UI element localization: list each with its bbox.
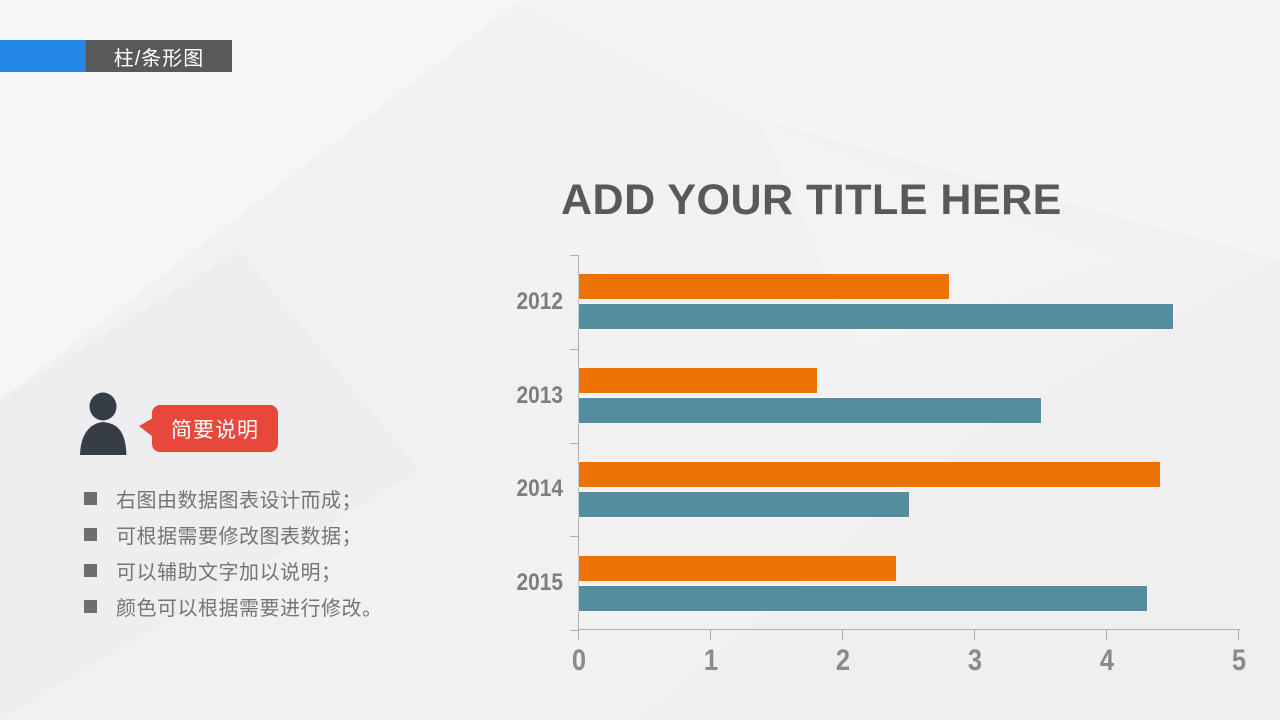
bar-orange-series-2013	[579, 368, 817, 393]
bar-orange-series-2014	[579, 462, 1160, 487]
callout-label: 简要说明	[171, 418, 259, 442]
x-axis-tick	[974, 629, 975, 640]
note-bullet-icon	[84, 563, 97, 577]
y-axis-tick	[570, 630, 578, 631]
bar-teal-series-2015	[579, 586, 1147, 611]
x-axis-tick-label: 0	[571, 644, 587, 677]
notes-list: 右图由数据图表设计而成； 可根据需要修改图表数据； 可以辅助文字加以说明； 颜色可以根…	[84, 480, 383, 624]
y-axis-tick	[570, 443, 578, 444]
note-item-4: 颜色可以根据需要进行修改。	[84, 588, 383, 624]
header-tag: 柱/条形图	[86, 40, 232, 72]
x-axis-tick-label: 1	[703, 644, 719, 677]
callout-bubble: 简要说明	[139, 405, 278, 452]
note-text: 可根据需要修改图表数据；	[116, 525, 362, 548]
header-accent-bar	[0, 40, 86, 72]
x-axis-line	[578, 629, 1240, 630]
bar-orange-series-2012	[579, 274, 949, 299]
x-axis-tick-label: 2	[835, 644, 851, 677]
note-text: 右图由数据图表设计而成；	[116, 489, 362, 512]
callout-tail	[139, 418, 153, 437]
x-axis-tick	[578, 629, 579, 640]
note-text: 可以辅助文字加以说明；	[116, 561, 342, 584]
note-item-2: 可根据需要修改图表数据；	[84, 516, 383, 552]
category-label-2015: 2015	[516, 569, 563, 597]
category-label-2012: 2012	[516, 287, 563, 315]
x-axis-tick	[842, 629, 843, 640]
person-icon	[80, 392, 127, 455]
bar-teal-series-2012	[579, 304, 1173, 329]
note-item-1: 右图由数据图表设计而成；	[84, 480, 383, 516]
y-axis-tick	[570, 255, 578, 256]
chart-title: ADD YOUR TITLE HERE	[561, 176, 1062, 224]
bar-teal-series-2013	[579, 398, 1041, 423]
note-text: 颜色可以根据需要进行修改。	[116, 597, 383, 620]
note-bullet-icon	[84, 599, 97, 613]
note-item-3: 可以辅助文字加以说明；	[84, 552, 383, 588]
x-axis-tick-label: 4	[1099, 644, 1115, 677]
header-tag-label: 柱/条形图	[113, 47, 205, 70]
x-axis-tick	[710, 629, 711, 640]
x-axis-tick	[1106, 629, 1107, 640]
y-axis-tick	[570, 536, 578, 537]
category-label-2014: 2014	[516, 475, 563, 503]
note-bullet-icon	[84, 527, 97, 541]
category-label-2013: 2013	[516, 381, 563, 409]
note-bullet-icon	[84, 491, 97, 505]
x-axis-tick	[1238, 629, 1239, 640]
bar-orange-series-2015	[579, 556, 896, 581]
x-axis-tick-label: 3	[967, 644, 983, 677]
bar-teal-series-2014	[579, 492, 909, 517]
y-axis-line	[578, 255, 579, 630]
x-axis-tick-label: 5	[1231, 644, 1247, 677]
y-axis-tick	[570, 349, 578, 350]
